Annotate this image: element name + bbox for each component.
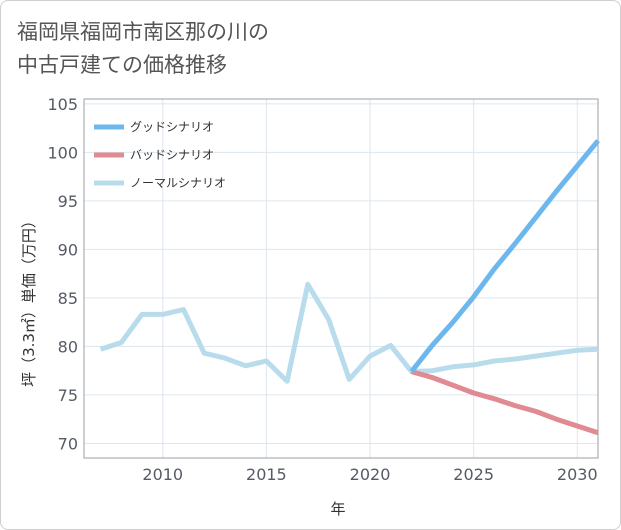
data-point — [513, 357, 518, 362]
data-point — [492, 396, 497, 401]
data-point — [119, 340, 124, 345]
y-tick-label: 85 — [58, 289, 78, 308]
x-tick-label: 2025 — [453, 465, 494, 484]
y-tick-label: 80 — [58, 337, 78, 356]
data-point — [575, 163, 580, 168]
data-point — [450, 383, 455, 388]
data-point — [181, 307, 186, 312]
data-point — [409, 369, 414, 374]
data-point — [554, 417, 559, 422]
data-point — [305, 282, 310, 287]
data-point — [513, 403, 518, 408]
y-axis-title: 坪（3.3㎡）単価（万円） — [20, 213, 38, 387]
legend-label: グッドシナリオ — [130, 120, 214, 134]
y-tick-label: 70 — [58, 434, 78, 453]
data-point — [243, 363, 248, 368]
legend-label: バッドシナリオ — [130, 148, 214, 162]
data-point — [554, 189, 559, 194]
legend-label: ノーマルシナリオ — [130, 176, 226, 190]
data-point — [471, 362, 476, 367]
y-tick-label: 75 — [58, 386, 78, 405]
data-point — [492, 358, 497, 363]
data-point — [533, 409, 538, 414]
series-line-2 — [99, 281, 599, 384]
x-tick-label: 2015 — [246, 465, 287, 484]
y-tick-labels: 70 75 80 85 90 95 100 105 — [47, 95, 78, 454]
y-tick-label: 90 — [58, 240, 78, 259]
y-tick-label: 105 — [47, 95, 78, 114]
series-line-0 — [409, 139, 600, 374]
data-point — [533, 354, 538, 359]
x-axis-title: 年 — [330, 500, 345, 518]
data-point — [450, 320, 455, 325]
data-point — [430, 343, 435, 348]
data-point — [471, 294, 476, 299]
y-tick-label: 95 — [58, 192, 78, 211]
data-point — [596, 138, 601, 143]
y-tick-label: 100 — [47, 143, 78, 162]
data-point — [513, 241, 518, 246]
x-tick-label: 2020 — [350, 465, 391, 484]
data-point — [554, 351, 559, 356]
data-point — [596, 430, 601, 435]
data-point — [388, 343, 393, 348]
data-point — [160, 312, 165, 317]
data-point — [430, 368, 435, 373]
data-point — [368, 354, 373, 359]
data-point — [430, 375, 435, 380]
plot-frame — [83, 98, 599, 459]
chart-title-line-1: 福岡県福岡市南区那の川の — [17, 20, 269, 44]
chart-title: 福岡県福岡市南区那の川の 中古戸建ての価格推移 — [17, 16, 269, 82]
data-point — [596, 347, 601, 352]
data-point — [264, 358, 269, 363]
data-point — [492, 266, 497, 271]
data-point — [575, 423, 580, 428]
data-point — [222, 356, 227, 361]
x-tick-labels: 2010 2015 2020 2025 2030 — [142, 465, 597, 484]
data-point — [450, 364, 455, 369]
data-point — [202, 351, 207, 356]
data-point — [533, 215, 538, 220]
grid — [84, 99, 598, 458]
chart-title-line-2: 中古戸建ての価格推移 — [17, 53, 227, 77]
data-point — [471, 390, 476, 395]
data-point — [98, 347, 103, 352]
data-point — [347, 377, 352, 382]
data-point — [326, 317, 331, 322]
x-tick-label: 2030 — [557, 465, 598, 484]
data-point — [575, 348, 580, 353]
data-point — [285, 379, 290, 384]
x-tick-label: 2010 — [142, 465, 183, 484]
data-point — [140, 312, 145, 317]
series-line-1 — [410, 369, 599, 436]
series-lines — [98, 138, 601, 436]
